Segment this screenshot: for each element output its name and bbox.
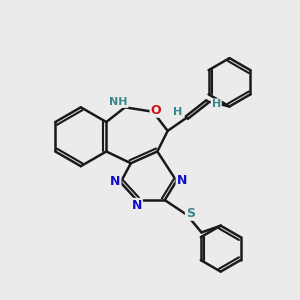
Text: H: H bbox=[173, 107, 183, 117]
Text: N: N bbox=[132, 199, 142, 212]
Text: S: S bbox=[186, 207, 195, 220]
Text: H: H bbox=[212, 99, 221, 110]
Text: N: N bbox=[110, 175, 120, 188]
Text: NH: NH bbox=[109, 97, 128, 107]
Text: N: N bbox=[177, 174, 187, 188]
Text: O: O bbox=[151, 104, 161, 117]
